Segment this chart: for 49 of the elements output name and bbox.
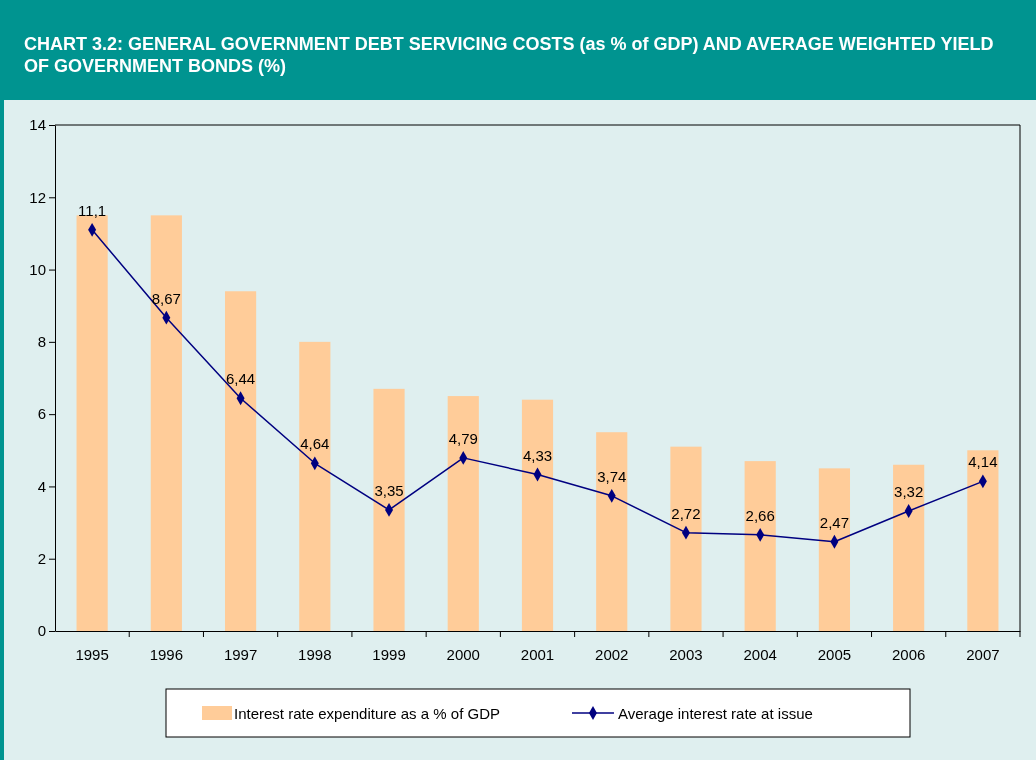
x-tick-label: 2007 (966, 645, 1000, 663)
chart-title: CHART 3.2: GENERAL GOVERNMENT DEBT SERVICING COSTS (as % of GDP) AND AVERAGE WEIGHTED YIELD OF GOVERNMENT BONDS (%) (24, 34, 994, 76)
x-tick-label: 2001 (520, 645, 555, 663)
data-label: 3,32 (894, 483, 924, 501)
x-tick-label: 1997 (223, 645, 258, 663)
data-label: 11,1 (78, 201, 107, 219)
data-label: 4,79 (448, 429, 478, 447)
y-tick-label: 2 (37, 550, 46, 568)
x-tick-label: 2002 (595, 645, 629, 663)
data-label: 8,67 (151, 289, 181, 307)
data-label: 4,14 (968, 453, 998, 471)
bar (299, 341, 331, 631)
x-tick-label: 1999 (372, 645, 406, 663)
y-tick-label: 4 (37, 477, 46, 495)
data-label: 6,44 (225, 370, 256, 388)
y-tick-label: 12 (29, 188, 46, 206)
y-tick-label: 10 (29, 260, 46, 278)
bar (150, 215, 182, 631)
y-tick-label: 14 (29, 116, 46, 134)
bar (596, 432, 628, 631)
legend-label: Average interest rate at issue (617, 705, 813, 722)
x-tick-label: 2003 (669, 645, 703, 663)
data-label: 2,66 (745, 506, 775, 524)
x-tick-label: 1996 (149, 645, 184, 663)
bar (224, 291, 257, 631)
data-label: 2,47 (819, 513, 850, 531)
bar (744, 461, 776, 631)
bar (447, 396, 479, 631)
bar (670, 446, 702, 631)
bar (373, 388, 405, 631)
data-label: 3,74 (597, 467, 627, 485)
data-label: 4,64 (300, 435, 330, 453)
bar (893, 464, 925, 631)
bar (967, 450, 999, 631)
x-tick-label: 2000 (446, 645, 480, 663)
data-label: 2,72 (671, 504, 701, 522)
y-tick-label: 0 (37, 622, 46, 640)
data-label: 4,33 (522, 446, 553, 464)
y-tick-label: 8 (37, 333, 46, 351)
x-tick-label: 1998 (298, 645, 332, 663)
y-tick-label: 6 (37, 405, 46, 423)
data-label: 3,35 (374, 481, 404, 499)
x-tick-label: 2006 (891, 645, 926, 663)
x-tick-label: 2004 (743, 645, 777, 663)
legend-label: Interest rate expenditure as a % of GDP (234, 705, 500, 722)
x-tick-label: 1995 (75, 645, 109, 663)
x-tick-label: 2005 (817, 645, 852, 663)
bar (521, 399, 554, 631)
bar (818, 468, 851, 631)
